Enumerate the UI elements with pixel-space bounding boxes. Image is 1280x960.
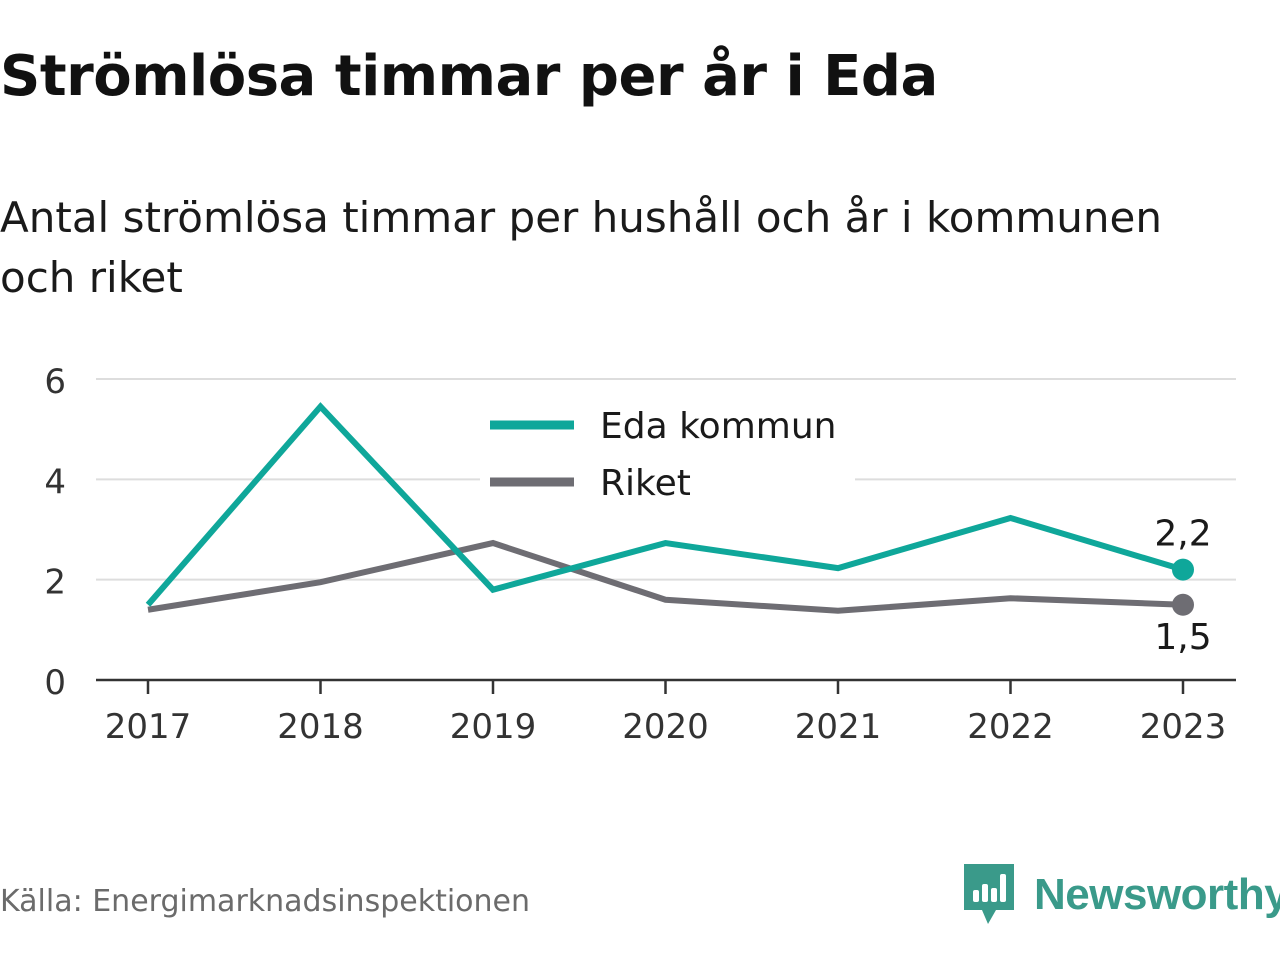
line-chart: 0 2 4 6 2017 2018 2019 2020 2021 2022 2023 Eda kom… — [44, 362, 1236, 747]
series-line — [145, 402, 1184, 607]
y-tick-label: 0 — [44, 663, 66, 703]
newsworthy-logo-icon — [964, 864, 1014, 924]
data-label: 1,5 — [1154, 617, 1211, 658]
data-label: 2,2 — [1154, 514, 1211, 555]
x-tick-label: 2022 — [967, 707, 1054, 747]
brand-logo: Newsworthy — [964, 864, 1280, 926]
x-tick-label: 2019 — [450, 707, 537, 747]
series-line — [147, 539, 1184, 614]
x-tick-label: 2020 — [622, 707, 709, 747]
legend-label: Eda kommun — [600, 406, 836, 447]
series-end-point — [1172, 558, 1194, 581]
x-tick-label: 2018 — [277, 707, 364, 747]
x-tick-label: 2017 — [105, 707, 192, 747]
brand-name: Newsworthy — [1034, 870, 1280, 919]
y-tick-label: 6 — [44, 362, 66, 402]
chart-title: Strömlösa timmar per år i Eda — [0, 44, 938, 109]
series-end-point — [1172, 593, 1194, 616]
chart-subtitle: Antal strömlösa timmar per hushåll och å… — [0, 193, 1162, 302]
x-tick-label: 2021 — [795, 707, 882, 747]
y-tick-label: 4 — [44, 462, 66, 502]
legend-label: Riket — [600, 463, 691, 504]
y-tick-label: 2 — [44, 563, 66, 603]
source-note: Källa: Energimarknadsinspektionen — [0, 884, 531, 919]
x-tick-label: 2023 — [1140, 707, 1227, 747]
